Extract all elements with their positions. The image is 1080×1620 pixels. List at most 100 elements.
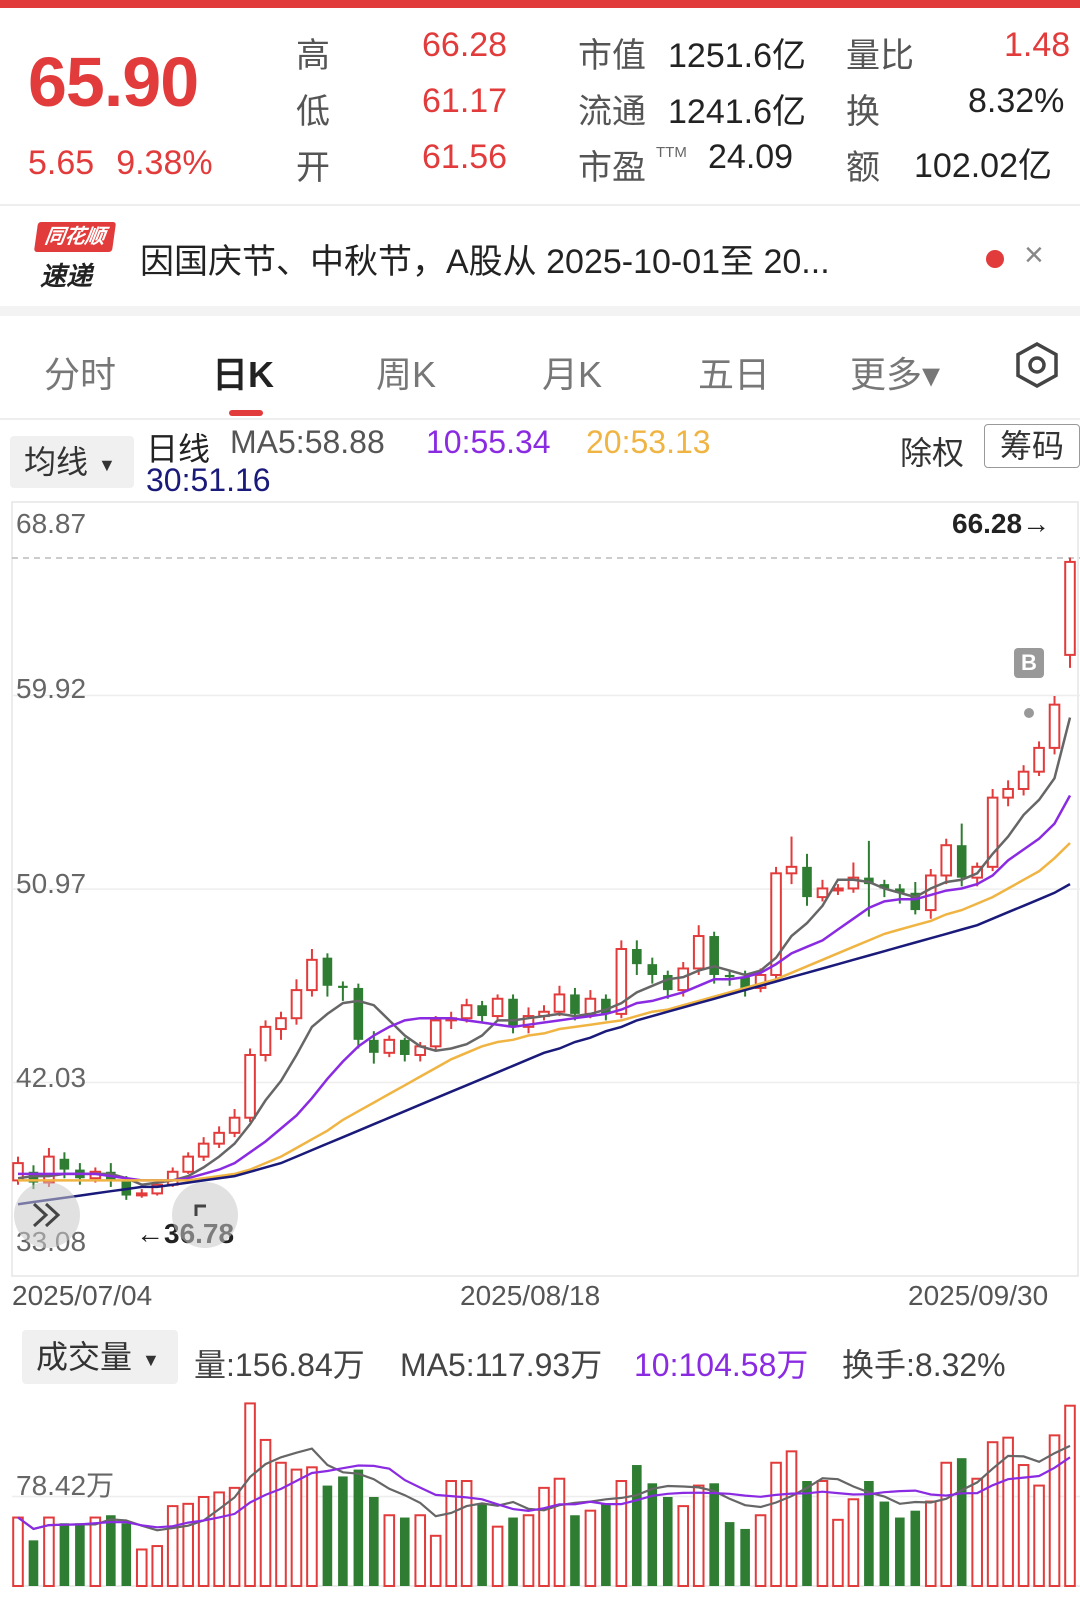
scroll-left-button[interactable] — [14, 1182, 80, 1248]
volume-bar-down — [508, 1517, 518, 1586]
volume-bar-up — [491, 1525, 504, 1587]
volume-bar-down — [59, 1523, 70, 1586]
tab-monthly-k[interactable]: 月K — [542, 354, 603, 395]
active-tab-underline — [229, 410, 263, 416]
candle-body-up — [615, 948, 628, 1015]
candle-body-up — [182, 1155, 194, 1173]
volume-bar-up — [259, 1438, 272, 1588]
chips-button[interactable]: 筹码 — [984, 424, 1080, 468]
top-accent-bar — [0, 0, 1080, 8]
volume-ma5: MA5:117.93万 — [400, 1347, 603, 1383]
low-value: 61.17 — [422, 82, 508, 120]
volume-dropdown-label: 成交量 — [36, 1339, 133, 1375]
candle-body-up — [692, 935, 705, 970]
candle-body-up — [151, 1183, 164, 1195]
candle-body-up — [677, 967, 690, 992]
candle-body-up — [228, 1116, 241, 1134]
candle-body-down — [399, 1039, 410, 1055]
candle-body-down — [59, 1158, 70, 1170]
candle-body-up — [553, 993, 566, 1013]
volume-bar-up — [1048, 1434, 1061, 1588]
ma-dropdown[interactable]: 均线 ▼ — [10, 436, 134, 488]
volume-bar-up — [306, 1466, 318, 1587]
volume-bar-up — [1017, 1464, 1030, 1587]
settings-hexagon-icon[interactable] — [1012, 340, 1062, 390]
volume-bar-up — [1002, 1436, 1014, 1588]
volume-bar-down — [570, 1515, 580, 1586]
ma-line-ma10 — [18, 794, 1072, 1182]
volume-ratio-value: 1.48 — [1004, 26, 1071, 64]
float-cap-value: 1241.6亿 — [668, 93, 806, 131]
volume-dropdown[interactable]: 成交量 ▼ — [22, 1330, 178, 1384]
turnover-rate: 换手:8.32% — [842, 1347, 1006, 1383]
volume-bar-up — [429, 1534, 442, 1587]
buy-signal-marker[interactable]: B — [1014, 648, 1044, 678]
tab-daily-k[interactable]: 日K — [212, 354, 274, 395]
candle-body-up — [584, 997, 597, 1015]
volume-bar-down — [338, 1476, 348, 1586]
volume-bar-up — [414, 1514, 427, 1588]
tab-five-day[interactable]: 五日 — [698, 354, 771, 395]
candle-body-down — [601, 998, 611, 1014]
tab-intraday[interactable]: 分时 — [44, 354, 117, 395]
pe-value: 24.09 — [708, 138, 794, 176]
chevron-down-icon: ▼ — [98, 454, 116, 475]
volume-bar-down — [864, 1481, 874, 1586]
volume-bar-up — [677, 1505, 690, 1588]
section-gap — [0, 306, 1080, 316]
candle-body-up — [244, 1053, 256, 1119]
price-axis-label: 50.97 — [16, 868, 87, 899]
volume-bar-up — [553, 1477, 566, 1587]
volume-bar-up — [151, 1545, 164, 1588]
volume-bar-down — [632, 1465, 642, 1586]
news-headline[interactable]: 因国庆节、中秋节，A股从 2025-10-01至 20... — [140, 243, 830, 281]
open-label: 开 — [296, 149, 330, 187]
volume-ratio-label: 量比 — [846, 37, 914, 75]
quote-header: 65.90 5.65 9.38% 高 66.28 市值 1251.6亿 量比 1.… — [0, 8, 1080, 204]
high-value: 66.28 — [422, 26, 508, 64]
amount-label: 额 — [846, 149, 880, 187]
volume-bar-down — [121, 1523, 132, 1586]
tab-weekly-k[interactable]: 周K — [376, 354, 437, 395]
candle-body-down — [709, 936, 719, 975]
exright-button[interactable]: 除权 — [900, 435, 965, 471]
buy-signal-dot — [1024, 708, 1034, 718]
volume-bar-down — [477, 1503, 487, 1586]
candle-body-up — [1002, 787, 1014, 799]
double-chevron-icon — [32, 1202, 61, 1228]
max-price-marker: 66.28→ — [952, 508, 1051, 539]
divider — [0, 204, 1080, 206]
volume-bar-up — [12, 1516, 24, 1588]
news-banner[interactable]: 同花顺 速递 因国庆节、中秋节，A股从 2025-10-01至 20... × — [0, 206, 1080, 306]
close-icon[interactable]: × — [1024, 236, 1044, 274]
float-cap-label: 流通 — [578, 93, 646, 131]
change-amount: 5.65 — [28, 144, 95, 182]
volume-bar-down — [724, 1522, 735, 1586]
volume-bar-up — [460, 1480, 473, 1587]
ma-line-ma30 — [17, 883, 1071, 1206]
candle-body-up — [43, 1155, 55, 1184]
candle-body-up — [491, 997, 504, 1018]
candle-body-up — [460, 1004, 473, 1020]
volume-bar-up — [275, 1461, 287, 1587]
candle-body-up — [816, 887, 829, 899]
volume-bar-up — [228, 1486, 241, 1587]
candle-body-down — [570, 994, 580, 1014]
volume-bar-down — [28, 1540, 39, 1586]
volume-bar-up — [971, 1477, 983, 1587]
fullscreen-button[interactable] — [172, 1182, 238, 1248]
tab-more[interactable]: 更多▾ — [850, 354, 941, 395]
candle-body-down — [895, 888, 905, 893]
last-price: 65.90 — [28, 43, 199, 121]
candle-body-up — [1017, 770, 1030, 790]
candle-body-down — [956, 845, 967, 878]
volume-bar-up — [584, 1509, 597, 1588]
logo-bottom-text: 速递 — [40, 261, 93, 291]
candle-body-down — [740, 977, 750, 988]
volume-bar-down — [106, 1515, 116, 1586]
volume-bar-up — [445, 1480, 457, 1587]
volume-bar-down — [910, 1510, 921, 1586]
volume-bar-down — [956, 1458, 967, 1586]
candle-body-down — [369, 1039, 379, 1053]
